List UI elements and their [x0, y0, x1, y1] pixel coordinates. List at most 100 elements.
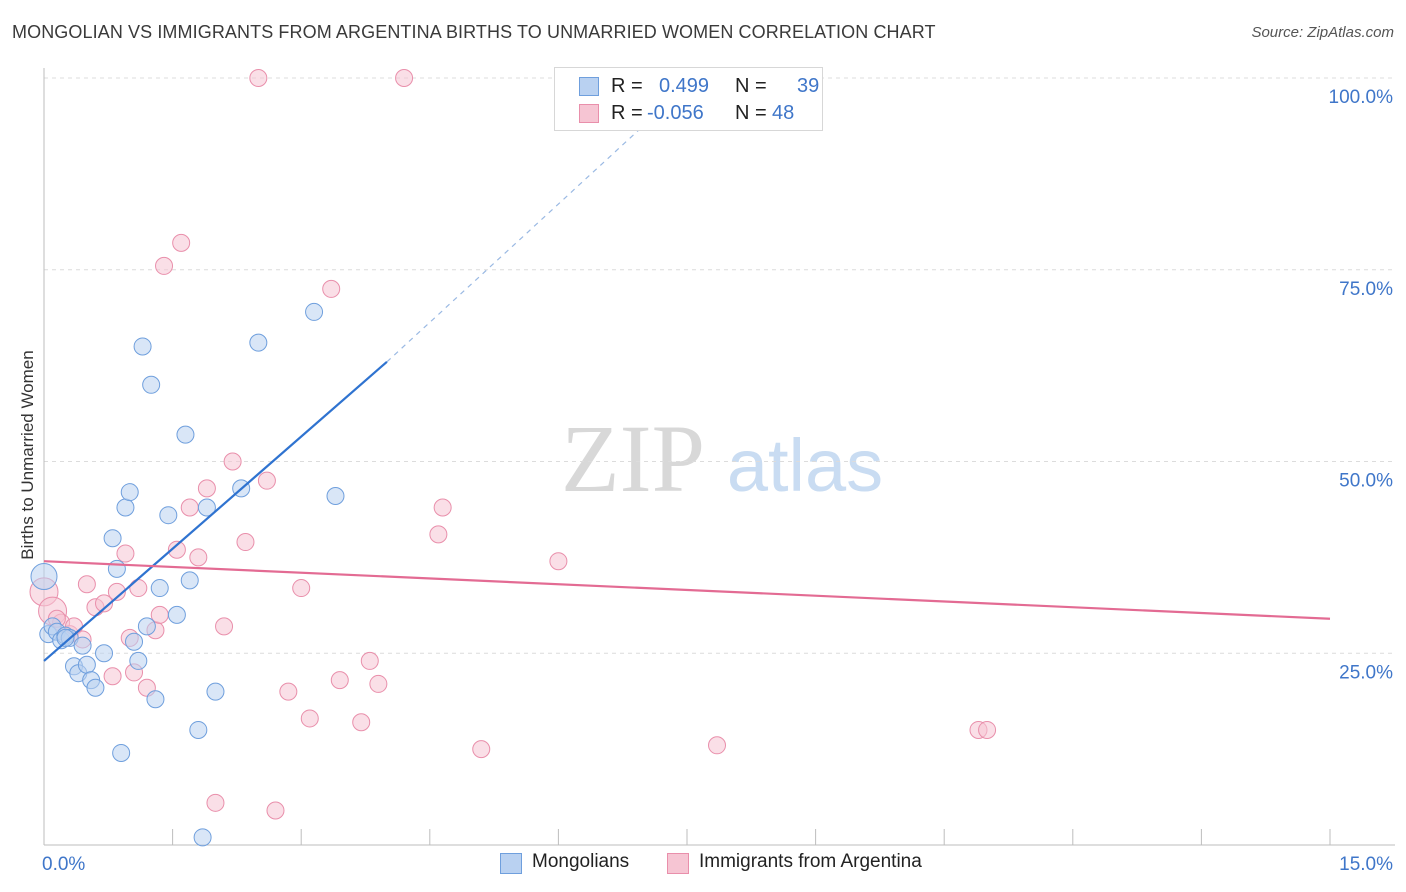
mongolian-point [77, 655, 96, 674]
argentina-point [116, 544, 135, 563]
argentina-point [429, 525, 448, 544]
argentina-point [172, 233, 191, 252]
mongolian-point [129, 651, 148, 670]
argentina-point [197, 479, 216, 498]
mongolian-point [30, 563, 58, 591]
chart-title: MONGOLIAN VS IMMIGRANTS FROM ARGENTINA B… [12, 22, 936, 42]
argentina-point [103, 667, 122, 686]
x-tick-label: 15.0% [1339, 854, 1393, 875]
argentina-trend-line [43, 560, 1331, 620]
argentina-point [352, 713, 371, 732]
series-swatch-argentina [667, 853, 689, 874]
mongolian-point [150, 579, 169, 598]
argentina-point [472, 740, 491, 759]
gridlines [44, 77, 1395, 654]
y-tick-label: 100.0% [1329, 87, 1394, 108]
mongolian-point [112, 743, 131, 762]
argentina-point [279, 682, 298, 701]
legend-n-value-mongolians: 39 [797, 75, 820, 97]
mongolian-trend-line [43, 360, 388, 662]
argentina-point [978, 720, 997, 739]
mongolian-point [73, 636, 92, 655]
mongolian-point [137, 617, 156, 636]
mongolian-point [167, 605, 186, 624]
argentina-point [330, 671, 349, 690]
mongolian-point [193, 828, 212, 847]
argentina-point [236, 533, 255, 552]
legend-r-label: R = [611, 102, 643, 124]
argentina-point [322, 279, 341, 298]
argentina-point [77, 575, 96, 594]
watermark-atlas: atlas [727, 424, 883, 507]
argentina-point [206, 793, 225, 812]
mongolian-point [86, 678, 105, 697]
axes [43, 68, 1395, 846]
tick-labels: 25.0% 50.0% 75.0% 100.0% 0.0% 15.0% [42, 87, 1393, 875]
mongolian-point [125, 632, 144, 651]
argentina-point [107, 582, 126, 601]
mongolian-point [176, 425, 195, 444]
argentina-point [708, 736, 727, 755]
argentina-point [300, 709, 319, 728]
mongolian-point [159, 506, 178, 525]
argentina-point [395, 69, 414, 87]
legend-r-label: R = [611, 75, 643, 97]
mongolian-point [189, 720, 208, 739]
legend-n-label: N = [735, 102, 767, 124]
argentina-point [223, 452, 242, 471]
series-label-mongolians: Mongolians [532, 851, 630, 872]
mongolian-point [95, 644, 114, 663]
argentina-point [215, 617, 234, 636]
mongolian-point [103, 529, 122, 548]
mongolian-point [142, 375, 161, 394]
legend-n-value-argentina: 48 [772, 102, 795, 124]
mongolian-point [249, 333, 268, 352]
series-label-argentina: Immigrants from Argentina [699, 851, 922, 872]
mongolian-point [180, 571, 199, 590]
series-swatch-mongolians [500, 853, 522, 874]
legend-r-value-mongolians: 0.499 [659, 75, 710, 97]
mongolian-point [116, 498, 135, 517]
legend-swatch-mongolians [579, 77, 599, 96]
y-axis-label: Births to Unmarried Women [18, 350, 37, 560]
argentina-point [257, 471, 276, 490]
argentina-point [249, 69, 268, 87]
mongolian-trend-extension [386, 85, 688, 363]
x-tick-label: 0.0% [42, 854, 85, 875]
correlation-legend: R = 0.499 N = 39 R = -0.056 N = 48 [554, 67, 823, 131]
watermark-zip: ZIP [561, 405, 705, 512]
mongolian-point [56, 628, 75, 647]
legend-swatch-argentina [579, 104, 599, 123]
argentina-point [189, 548, 208, 567]
argentina-point [292, 579, 311, 598]
argentina-point [95, 594, 114, 613]
legend-r-value-argentina: -0.056 [647, 102, 704, 124]
mongolian-point [326, 487, 345, 506]
argentina-point [433, 498, 452, 517]
mongolian-point [107, 559, 126, 578]
mongolian-point [305, 302, 324, 321]
argentina-point [167, 540, 186, 559]
mongolian-point [120, 483, 139, 502]
y-tick-label: 75.0% [1339, 279, 1393, 300]
argentina-point [360, 651, 379, 670]
argentina-point [266, 801, 285, 820]
y-tick-label: 25.0% [1339, 662, 1393, 683]
mongolian-point [206, 682, 225, 701]
watermark: ZIP atlas [561, 405, 883, 512]
argentina-point [155, 256, 174, 275]
mongolian-point [133, 337, 152, 356]
trend-lines [43, 85, 1331, 662]
argentina-point [180, 498, 199, 517]
argentina-point [549, 552, 568, 571]
argentina-points [29, 69, 997, 820]
argentina-point [129, 579, 148, 598]
legend-n-label: N = [735, 75, 767, 97]
mongolian-points [30, 302, 345, 847]
mongolian-point [197, 498, 216, 517]
mongolian-point [146, 690, 165, 709]
argentina-point [369, 674, 388, 693]
y-tick-label: 50.0% [1339, 471, 1393, 492]
source-label: Source: ZipAtlas.com [1251, 24, 1394, 41]
